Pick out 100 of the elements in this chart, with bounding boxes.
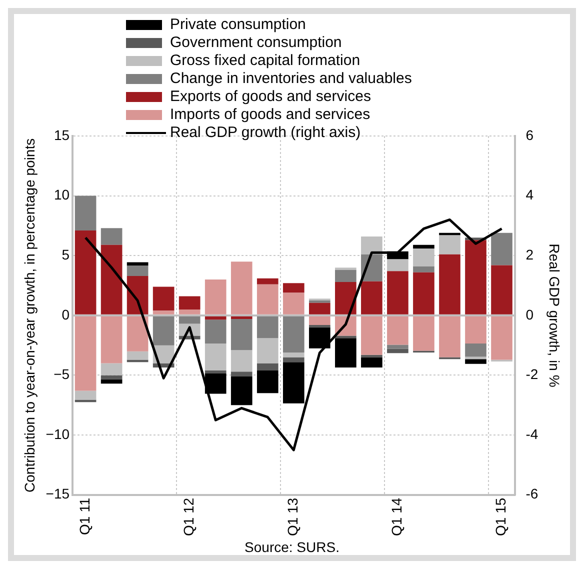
bar xyxy=(282,362,304,404)
bar xyxy=(465,359,486,364)
bar xyxy=(126,351,148,360)
bar xyxy=(282,283,304,293)
y-tick-label: −15 xyxy=(46,486,70,502)
y2-tick-label: 4 xyxy=(526,186,534,203)
bar xyxy=(308,302,330,314)
y2-axis-title: Real GDP growth, in % xyxy=(546,244,563,388)
bar xyxy=(308,300,330,303)
bar xyxy=(256,316,278,338)
bar xyxy=(126,266,148,276)
bar xyxy=(74,316,96,391)
legend-label: Change in inventories and valuables xyxy=(170,70,412,88)
legend-label: Gross fixed capital formation xyxy=(170,52,360,70)
y-tick-label: 0 xyxy=(62,306,70,322)
legend-label: Exports of goods and services xyxy=(170,88,371,106)
bar xyxy=(256,363,278,370)
bar xyxy=(413,272,434,314)
y2-tick-label: 2 xyxy=(526,246,534,262)
bar xyxy=(335,338,356,368)
bar xyxy=(491,265,512,314)
bar xyxy=(152,310,174,314)
legend-label: Private consumption xyxy=(170,16,306,34)
bar xyxy=(126,262,148,266)
bar xyxy=(230,319,252,350)
x-tick-label: Q1 11 xyxy=(76,498,92,535)
bar xyxy=(308,316,330,325)
bar xyxy=(100,244,122,314)
x-tick-label: Q1 15 xyxy=(492,498,509,536)
bar xyxy=(387,259,408,272)
bar xyxy=(204,280,226,314)
bar xyxy=(204,320,226,344)
bar xyxy=(439,235,460,254)
y2-tick-label: 0 xyxy=(526,306,534,322)
bar xyxy=(256,278,278,284)
y-tick-label: 10 xyxy=(54,186,70,203)
bar xyxy=(152,316,174,346)
bar xyxy=(439,232,460,236)
bar xyxy=(361,354,382,358)
bar xyxy=(178,316,200,324)
bar xyxy=(387,271,408,314)
x-tick-label: Q1 12 xyxy=(180,498,196,536)
bar xyxy=(308,327,330,348)
bar xyxy=(439,254,460,314)
y2-tick-label: -4 xyxy=(526,426,538,442)
y-tick-label: 5 xyxy=(62,246,70,262)
bar xyxy=(100,316,122,364)
bar xyxy=(230,262,252,314)
bar xyxy=(387,344,408,349)
bar xyxy=(126,316,148,352)
bar xyxy=(178,296,200,310)
legend-label: Real GDP growth (right axis) xyxy=(170,124,361,142)
bar xyxy=(282,316,304,353)
bar xyxy=(361,281,382,314)
bar xyxy=(335,282,356,314)
bar xyxy=(152,286,174,311)
y-tick-label: −5 xyxy=(54,366,70,382)
legend-label: Imports of goods and services xyxy=(170,106,370,124)
bar xyxy=(282,352,304,358)
x-tick-label: Q1 13 xyxy=(284,498,301,536)
bar xyxy=(413,266,434,272)
bar xyxy=(204,316,226,320)
bar xyxy=(204,370,226,374)
bar xyxy=(100,379,122,384)
bar xyxy=(282,292,304,314)
bar xyxy=(413,244,434,248)
bar xyxy=(100,375,122,380)
bar xyxy=(178,309,200,314)
bar xyxy=(204,373,226,394)
x-tick-label: Q1 14 xyxy=(388,498,405,536)
bar xyxy=(74,196,96,230)
bar xyxy=(256,284,278,314)
y-axis-title: Contribution to year-on-year growth, in percentage points xyxy=(21,138,38,492)
source-note: Source: SURS. xyxy=(244,539,340,555)
bar xyxy=(387,316,408,345)
bar xyxy=(465,240,486,314)
y2-tick-label: -6 xyxy=(526,486,538,502)
bar xyxy=(230,376,252,406)
bar xyxy=(335,270,356,282)
bar xyxy=(74,230,96,314)
bar xyxy=(100,228,122,245)
bar xyxy=(491,232,512,266)
bar xyxy=(465,344,486,357)
bar xyxy=(387,348,408,354)
bar xyxy=(491,316,512,360)
bar xyxy=(204,344,226,370)
bar xyxy=(256,370,278,394)
bar xyxy=(282,357,304,362)
bar xyxy=(126,360,148,362)
bar xyxy=(230,316,252,320)
bar xyxy=(230,350,252,372)
legend-label: Government consumption xyxy=(170,34,342,52)
bar xyxy=(361,316,382,355)
y2-tick-label: -2 xyxy=(526,366,538,382)
y-tick-label: 15 xyxy=(54,126,70,143)
bar xyxy=(439,316,460,358)
y-tick-label: −10 xyxy=(46,426,70,442)
bar xyxy=(230,372,252,376)
bar xyxy=(361,357,382,368)
bar xyxy=(413,316,434,351)
